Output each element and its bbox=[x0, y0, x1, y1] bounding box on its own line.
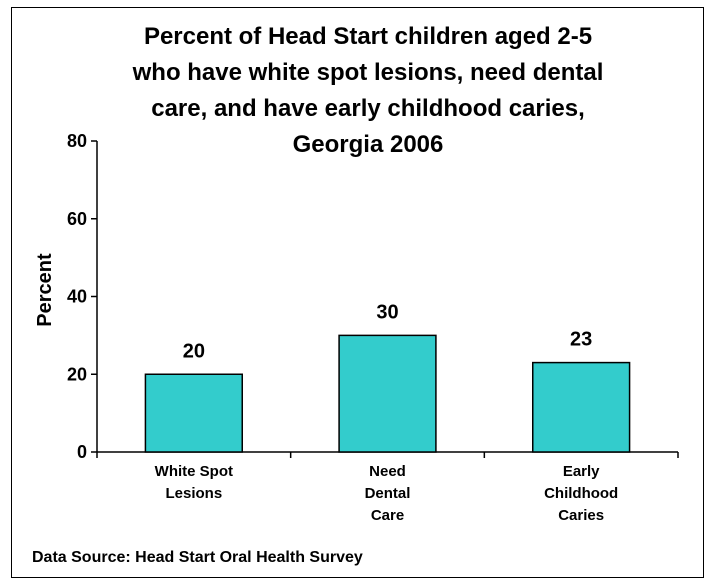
y-axis-label: Percent bbox=[34, 253, 56, 327]
bars bbox=[144, 334, 631, 453]
chart-title-line: who have white spot lesions, need dental bbox=[132, 59, 604, 86]
chart-title: Percent of Head Start children aged 2-5 w… bbox=[132, 23, 604, 158]
data-label: 30 bbox=[376, 301, 398, 323]
x-axis bbox=[96, 451, 679, 458]
chart-frame bbox=[11, 7, 704, 578]
category-label: Early bbox=[563, 463, 600, 480]
category-label: White Spot bbox=[155, 463, 233, 480]
data-label: 20 bbox=[183, 340, 205, 362]
category-label: Care bbox=[371, 507, 404, 524]
data-label: 23 bbox=[570, 329, 592, 351]
y-tick-label: 20 bbox=[67, 364, 87, 384]
chart-title-line: care, and have early childhood caries, bbox=[151, 95, 585, 122]
chart-title-line: Georgia 2006 bbox=[293, 131, 444, 158]
bar bbox=[144, 373, 244, 453]
category-labels: White Spot Lesions Need Dental Care Early Chil… bbox=[155, 463, 619, 524]
bar bbox=[338, 334, 437, 453]
data-source: Data Source: Head Start Oral Health Surv… bbox=[32, 549, 363, 566]
category-label: Lesions bbox=[165, 485, 222, 502]
category-label: Childhood bbox=[544, 485, 618, 502]
y-tick-label: 40 bbox=[67, 287, 87, 307]
chart-title-line: Percent of Head Start children aged 2-5 bbox=[144, 23, 592, 50]
category-label: Dental bbox=[365, 485, 411, 502]
category-label: Need bbox=[369, 463, 406, 480]
category-label: Caries bbox=[558, 507, 604, 524]
y-tick-label: 60 bbox=[67, 209, 87, 229]
y-tick-label: 80 bbox=[67, 131, 87, 151]
y-tick-label: 0 bbox=[77, 442, 87, 462]
bar bbox=[532, 361, 631, 453]
y-axis: 0 20 40 60 80 bbox=[67, 131, 98, 462]
data-labels: 20 30 23 bbox=[183, 301, 593, 362]
